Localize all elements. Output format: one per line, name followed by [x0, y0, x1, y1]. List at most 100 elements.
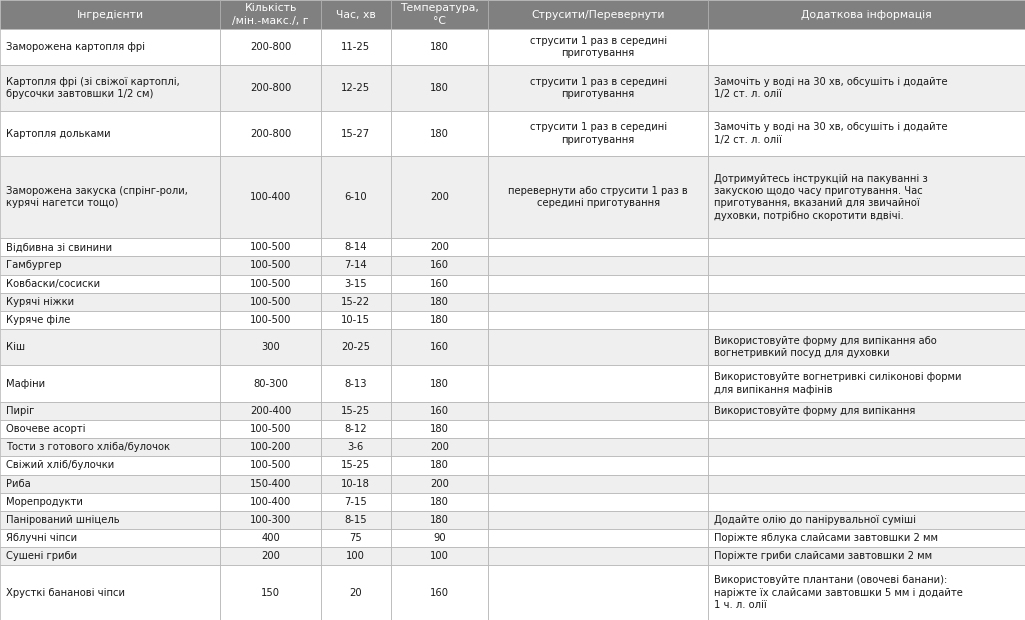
Bar	[708, 547, 1025, 565]
Bar	[0, 238, 220, 256]
Text: 100-400: 100-400	[250, 192, 291, 202]
Text: Панірований шніцель: Панірований шніцель	[6, 515, 120, 525]
Bar	[321, 438, 391, 456]
Bar	[220, 66, 321, 111]
Bar	[220, 293, 321, 311]
Text: 12-25: 12-25	[341, 83, 370, 93]
Bar	[391, 29, 488, 66]
Bar	[0, 474, 220, 493]
Bar	[220, 275, 321, 293]
Bar	[321, 256, 391, 275]
Text: 200: 200	[429, 242, 449, 252]
Text: перевернути або струсити 1 раз в
середині приготування: перевернути або струсити 1 раз в середин…	[508, 186, 688, 208]
Text: Пиріг: Пиріг	[6, 406, 35, 416]
Bar	[488, 66, 708, 111]
Text: Поріжте гриби слайсами завтовшки 2 мм: Поріжте гриби слайсами завтовшки 2 мм	[714, 551, 933, 561]
Bar	[488, 311, 708, 329]
Text: 15-25: 15-25	[341, 406, 370, 416]
Bar	[220, 0, 321, 29]
Bar	[321, 238, 391, 256]
Text: Використовуйте форму для випікання: Використовуйте форму для випікання	[714, 406, 915, 416]
Text: Куряче філе: Куряче філе	[6, 315, 71, 325]
Bar	[0, 547, 220, 565]
Bar	[0, 329, 220, 365]
Text: 160: 160	[429, 342, 449, 352]
Text: 6-10: 6-10	[344, 192, 367, 202]
Bar	[708, 456, 1025, 474]
Bar	[0, 511, 220, 529]
Text: 180: 180	[429, 424, 449, 434]
Bar	[488, 29, 708, 66]
Bar	[391, 474, 488, 493]
Bar	[708, 329, 1025, 365]
Bar	[321, 311, 391, 329]
Bar	[391, 456, 488, 474]
Bar	[708, 474, 1025, 493]
Text: Картопля дольками: Картопля дольками	[6, 128, 111, 139]
Bar	[708, 156, 1025, 238]
Bar	[321, 511, 391, 529]
Bar	[0, 66, 220, 111]
Bar	[391, 529, 488, 547]
Text: 200-800: 200-800	[250, 128, 291, 139]
Bar	[0, 438, 220, 456]
Text: 3-15: 3-15	[344, 278, 367, 289]
Bar	[0, 29, 220, 66]
Bar	[0, 293, 220, 311]
Bar	[488, 456, 708, 474]
Text: Кіш: Кіш	[6, 342, 26, 352]
Bar	[0, 365, 220, 402]
Bar	[321, 474, 391, 493]
Bar	[391, 565, 488, 620]
Bar	[488, 529, 708, 547]
Text: 180: 180	[429, 315, 449, 325]
Text: 180: 180	[429, 42, 449, 52]
Text: 100-500: 100-500	[250, 278, 291, 289]
Bar	[220, 456, 321, 474]
Bar	[321, 329, 391, 365]
Bar	[220, 111, 321, 156]
Bar	[321, 156, 391, 238]
Bar	[0, 156, 220, 238]
Text: Сушені гриби: Сушені гриби	[6, 551, 77, 561]
Text: 7-15: 7-15	[344, 497, 367, 507]
Bar	[220, 438, 321, 456]
Text: 180: 180	[429, 83, 449, 93]
Bar	[708, 293, 1025, 311]
Text: Яблучні чіпси: Яблучні чіпси	[6, 533, 77, 543]
Bar	[708, 256, 1025, 275]
Text: Час, хв: Час, хв	[336, 9, 375, 20]
Bar	[488, 275, 708, 293]
Bar	[708, 420, 1025, 438]
Text: 200: 200	[429, 192, 449, 202]
Text: 75: 75	[350, 533, 362, 543]
Text: 20: 20	[350, 588, 362, 598]
Text: 8-15: 8-15	[344, 515, 367, 525]
Text: Замочіть у воді на 30 хв, обсушіть і додайте
1/2 ст. л. олії: Замочіть у воді на 30 хв, обсушіть і дод…	[714, 77, 948, 99]
Text: 160: 160	[429, 260, 449, 270]
Text: 90: 90	[433, 533, 446, 543]
Bar	[0, 256, 220, 275]
Text: струсити 1 раз в середині
приготування: струсити 1 раз в середині приготування	[530, 36, 666, 58]
Text: 180: 180	[429, 497, 449, 507]
Bar	[391, 275, 488, 293]
Text: Заморожена закуска (спрінг-роли,
курячі нагетси тощо): Заморожена закуска (спрінг-роли, курячі …	[6, 186, 188, 208]
Bar	[488, 438, 708, 456]
Text: 150-400: 150-400	[250, 479, 291, 489]
Text: 100: 100	[346, 551, 365, 561]
Bar	[708, 438, 1025, 456]
Bar	[708, 493, 1025, 511]
Bar	[391, 547, 488, 565]
Bar	[391, 365, 488, 402]
Bar	[0, 275, 220, 293]
Text: 160: 160	[429, 278, 449, 289]
Text: Відбивна зі свинини: Відбивна зі свинини	[6, 242, 113, 252]
Text: 100-500: 100-500	[250, 242, 291, 252]
Text: Інгредієнти: Інгредієнти	[77, 9, 144, 20]
Text: 80-300: 80-300	[253, 379, 288, 389]
Text: 8-14: 8-14	[344, 242, 367, 252]
Bar	[708, 29, 1025, 66]
Text: Температура,
°C: Температура, °C	[400, 3, 479, 26]
Text: Використовуйте плантани (овочеві банани):
наріжте їх слайсами завтовшки 5 мм і д: Використовуйте плантани (овочеві банани)…	[714, 575, 964, 610]
Bar	[220, 511, 321, 529]
